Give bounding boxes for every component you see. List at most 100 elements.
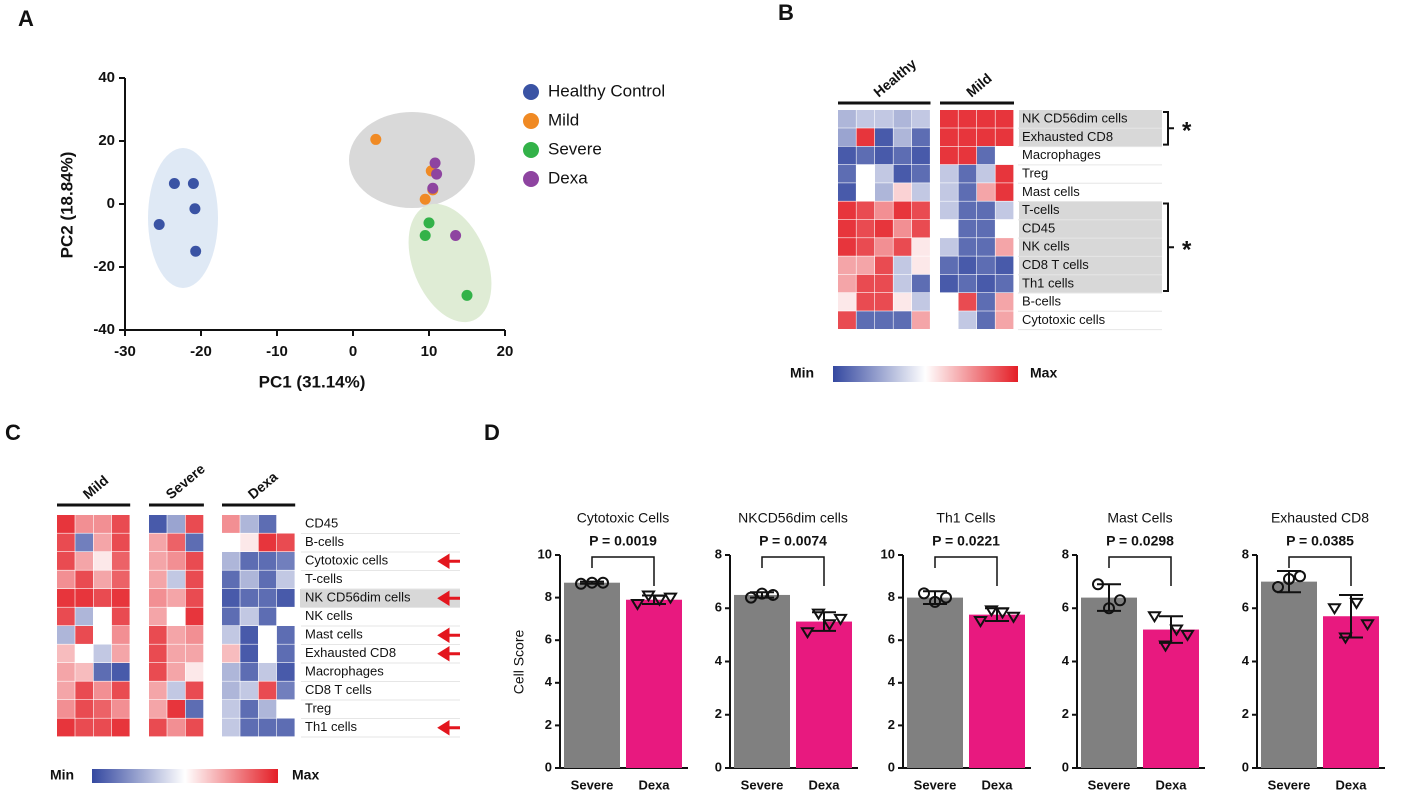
- heatmap-cell: [940, 274, 958, 293]
- y-axis-label: PC2 (18.84%): [57, 152, 76, 259]
- heatmap-cell: [940, 219, 958, 238]
- point: [1006, 611, 1021, 624]
- legend-label: Dexa: [548, 168, 588, 187]
- heatmap-cell: [940, 128, 958, 146]
- heatmap-cell: [149, 700, 167, 718]
- point: [450, 230, 462, 241]
- heatmap-cell: [995, 110, 1014, 128]
- heatmap-cell: [258, 718, 277, 737]
- heatmap-cell: [875, 311, 893, 329]
- bar: [1143, 629, 1199, 768]
- group-label: Severe: [162, 460, 208, 502]
- heatmap-cell: [856, 219, 875, 238]
- heatmap-cell: [57, 700, 75, 718]
- heatmap-cell: [185, 552, 204, 570]
- heatmap-cell: [258, 589, 277, 607]
- significance-bracket: [591, 556, 655, 586]
- point: [419, 230, 431, 241]
- heatmap-cell: [838, 146, 856, 165]
- heatmap-cell: [75, 644, 93, 663]
- heatmap-cell: [995, 201, 1014, 220]
- point: [800, 627, 815, 640]
- heatmap-cell: [893, 201, 912, 220]
- heatmap-cell: [977, 110, 995, 128]
- heatmap-cell: [57, 570, 75, 589]
- point: [168, 178, 180, 190]
- point: [833, 613, 848, 626]
- point: [918, 587, 930, 600]
- heatmap-cell: [977, 183, 995, 201]
- heatmap-cell: [958, 201, 977, 220]
- x-tick-label: Severe: [1268, 777, 1311, 792]
- arrow: [437, 590, 460, 606]
- heatmap-cell: [875, 274, 893, 293]
- heatmap-cell: [240, 533, 258, 552]
- heatmap-cell: [958, 219, 977, 238]
- heatmap-cell: [149, 607, 167, 626]
- heatmap-cell: [258, 515, 277, 533]
- row-label: T-cells: [305, 571, 343, 586]
- point: [984, 605, 999, 618]
- heatmap-cell: [958, 256, 977, 275]
- cluster-ellipse: [349, 112, 475, 208]
- heatmap-cell: [940, 164, 958, 183]
- bar: [1081, 597, 1137, 768]
- heatmap-cell: [893, 256, 912, 275]
- heatmap-cell: [977, 311, 995, 329]
- heatmap-cell: [912, 256, 930, 275]
- heatmap-cell: [276, 570, 295, 589]
- heatmap-cell: [185, 644, 204, 663]
- point: [1327, 603, 1342, 616]
- heatmap-cell: [222, 515, 240, 533]
- heatmap-cell: [57, 607, 75, 626]
- heatmap-cell: [893, 311, 912, 329]
- row-label: CD8 T cells: [305, 682, 372, 697]
- y-tick-label: 2: [1242, 706, 1249, 721]
- heatmap-cell: [185, 681, 204, 700]
- row-label: Exhausted CD8: [1022, 129, 1113, 144]
- row-label: Exhausted CD8: [305, 645, 396, 660]
- heatmap-cell: [893, 274, 912, 293]
- heatmap-cell: [149, 570, 167, 589]
- x-tick-label: Dexa: [808, 777, 840, 792]
- x-tick-label: Severe: [1088, 777, 1131, 792]
- heatmap-cell: [93, 607, 112, 626]
- heatmap-cell: [185, 626, 204, 644]
- significance-bracket: [761, 556, 825, 586]
- p-value: P = 0.0385: [1286, 533, 1354, 549]
- row-label: Treg: [1022, 165, 1048, 180]
- point: [1283, 572, 1295, 585]
- heatmap-cell: [912, 146, 930, 165]
- heatmap-cell: [93, 626, 112, 644]
- heatmap-cell: [111, 533, 130, 552]
- y-tick-label: 2: [1062, 706, 1069, 721]
- y-tick-label: 0: [715, 759, 722, 774]
- y-tick-label: 40: [98, 69, 115, 86]
- heatmap-cell: [258, 644, 277, 663]
- colorbar-label: Max: [292, 767, 319, 783]
- heatmap-cell: [912, 110, 930, 128]
- heatmap-cell: [893, 110, 912, 128]
- y-tick-label: 0: [1242, 759, 1249, 774]
- x-tick-label: 10: [421, 343, 438, 360]
- heatmap-cell: [167, 570, 185, 589]
- panel-label: B: [778, 0, 794, 25]
- point: [1360, 619, 1375, 632]
- heatmap-cell: [185, 515, 204, 533]
- y-tick-label: 4: [545, 674, 553, 689]
- heatmap-cell: [276, 681, 295, 700]
- heatmap-cell: [940, 238, 958, 256]
- heatmap-cell: [222, 718, 240, 737]
- heatmap-cell: [940, 293, 958, 311]
- heatmap-cell: [995, 238, 1014, 256]
- y-tick-label: 0: [107, 195, 115, 212]
- heatmap-cell: [995, 219, 1014, 238]
- bar: [1323, 616, 1379, 768]
- heatmap-cell: [185, 718, 204, 737]
- heatmap-cell: [838, 238, 856, 256]
- group-label: Mild: [963, 70, 995, 100]
- heatmap-cell: [57, 589, 75, 607]
- x-tick-label: 20: [497, 343, 514, 360]
- heatmap-cell: [111, 607, 130, 626]
- group-label: Healthy: [870, 55, 919, 100]
